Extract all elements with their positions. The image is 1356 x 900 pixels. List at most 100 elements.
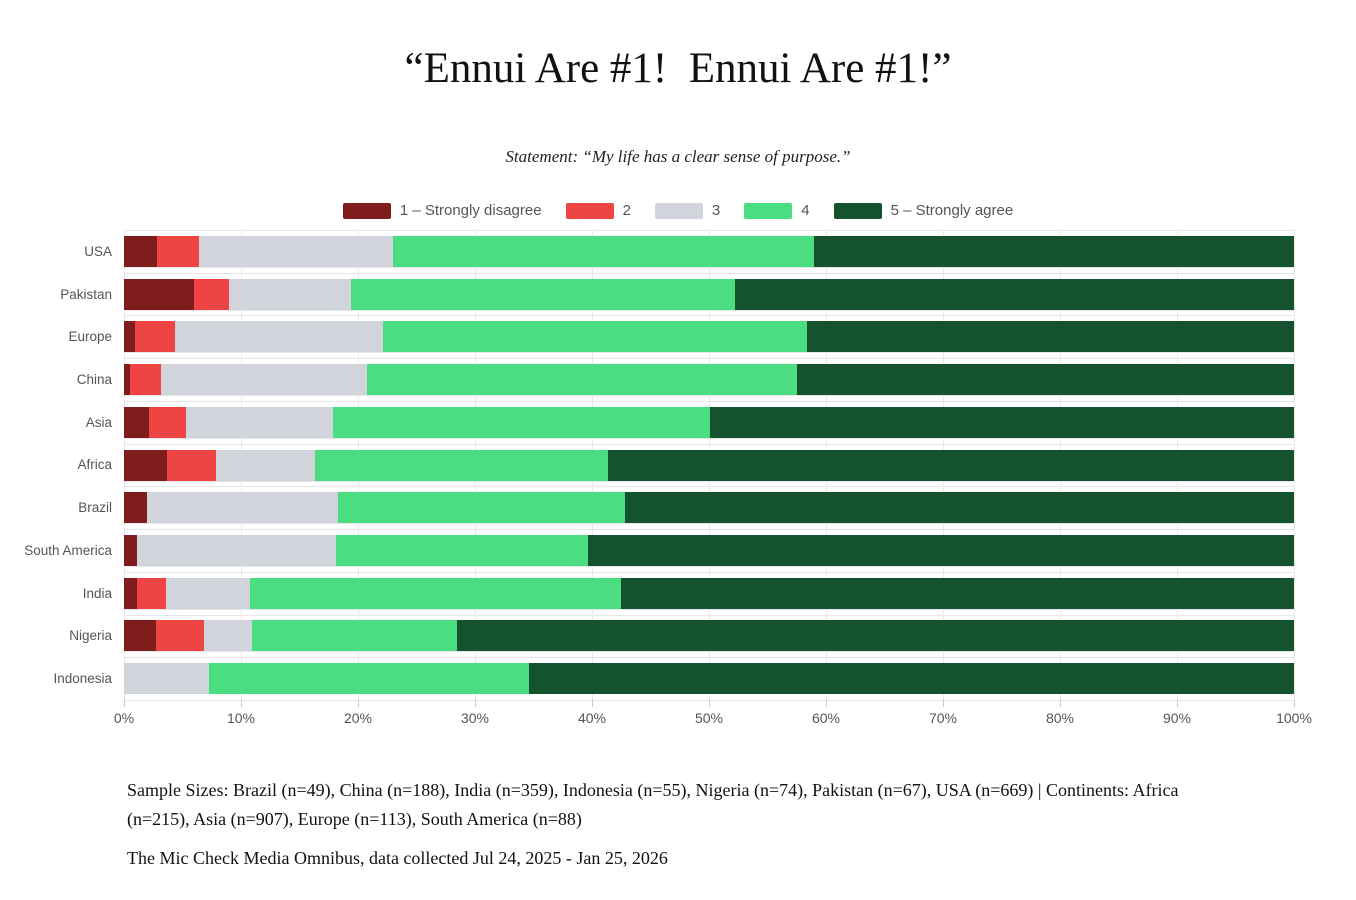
sample-sizes-note: Sample Sizes: Brazil (n=49), China (n=18… [127, 780, 1179, 829]
x-axis-tick [592, 700, 593, 707]
bar-row [124, 492, 1294, 524]
bar-segment [338, 492, 625, 524]
x-axis-label: 10% [226, 710, 256, 726]
legend-item-label: 5 – Strongly agree [890, 202, 1014, 219]
bar-segment [251, 620, 458, 652]
bar-segment [147, 492, 339, 524]
bar-segment [198, 235, 394, 267]
bar-segment [367, 364, 797, 396]
row-separator [124, 266, 1294, 268]
legend-item: 4 [744, 202, 810, 219]
category-label: Nigeria [69, 628, 112, 644]
row-separator [124, 352, 1294, 354]
x-axis-tick [1177, 700, 1178, 707]
row-separator [124, 358, 1294, 360]
category-label: Europe [68, 329, 112, 345]
row-separator [124, 608, 1294, 610]
category-label: Indonesia [53, 671, 112, 687]
category-label: Asia [85, 414, 112, 430]
bar-segment [124, 406, 149, 438]
bar-row [124, 534, 1294, 566]
legend-swatch [654, 202, 703, 219]
x-axis-label: 100% [1276, 710, 1312, 726]
x-axis-label: 60% [811, 710, 841, 726]
bar-segment [124, 577, 137, 609]
bar-segment [124, 235, 157, 267]
row-separator [124, 230, 1294, 231]
x-axis-label: 20% [343, 710, 373, 726]
bar-segment [166, 577, 251, 609]
legend-item: 2 [565, 202, 631, 219]
bar-segment [186, 406, 334, 438]
row-separator [124, 437, 1294, 439]
legend-item-label: 2 [622, 202, 631, 219]
page-title: “Ennui Are #1! Ennui Are #1!” [404, 45, 952, 92]
x-axis-tick [475, 700, 476, 707]
x-axis-label: 0% [113, 710, 135, 726]
bar-segment [250, 577, 622, 609]
bar-row [124, 449, 1294, 481]
x-axis-label: 70% [928, 710, 958, 726]
x-axis-tick [943, 700, 944, 707]
bar-row [124, 406, 1294, 438]
row-separator [124, 443, 1294, 445]
x-axis-label: 80% [1045, 710, 1075, 726]
bar-segment [807, 321, 1294, 353]
row-separator [124, 395, 1294, 397]
legend-swatch [565, 202, 614, 219]
x-axis-tick [358, 700, 359, 707]
bar-segment [333, 406, 711, 438]
bar-segment [229, 278, 351, 310]
bar-segment [382, 321, 808, 353]
legend-item-label: 3 [711, 202, 721, 219]
category-label: South America [24, 542, 112, 558]
x-axis-tick [709, 700, 710, 707]
category-label: China [76, 372, 112, 388]
source-note: The Mic Check Media Omnibus, data collec… [127, 848, 668, 868]
legend-swatch [833, 202, 882, 219]
bar-segment [156, 235, 199, 267]
bar-segment [124, 449, 168, 481]
plot-area: USA Pakistan Europe China Asia Africa Brazil So… [24, 230, 1312, 726]
legend-item: 5 – Strongly agree [833, 202, 1014, 219]
category-label: India [82, 585, 112, 601]
row-separator [124, 657, 1294, 659]
bar-segment [814, 235, 1294, 267]
bar-row [124, 577, 1294, 609]
bar-segment [155, 620, 204, 652]
bar-segment [124, 663, 210, 695]
bar-row [124, 235, 1294, 267]
x-axis-tick [1294, 700, 1295, 707]
x-axis-tick [826, 700, 827, 707]
legend-item-label: 4 [801, 202, 810, 219]
row-separator [124, 486, 1294, 488]
x-axis-label: 90% [1162, 710, 1192, 726]
bar-segment [335, 534, 589, 566]
bar-segment [167, 449, 217, 481]
bar-segment [124, 278, 195, 310]
bar-segment [136, 577, 167, 609]
row-separator [124, 651, 1294, 653]
row-separator [124, 272, 1294, 274]
bar-row [124, 321, 1294, 353]
statement-subtitle: Statement: “My life has a clear sense of… [505, 147, 851, 166]
x-axis-label: 40% [577, 710, 607, 726]
bar-segment [710, 406, 1294, 438]
bar-segment [124, 321, 135, 353]
row-separator [124, 315, 1294, 317]
bar-segment [528, 663, 1294, 695]
bar-segment [734, 278, 1294, 310]
footnotes: Sample Sizes: Brazil (n=49), China (n=18… [127, 776, 1222, 873]
bar-segment [203, 620, 252, 652]
x-axis-tick [124, 700, 125, 707]
bar-row [124, 663, 1294, 695]
bar-segment [457, 620, 1294, 652]
bar-segment [124, 534, 137, 566]
bar-segment [175, 321, 383, 353]
bar-segment [209, 663, 529, 695]
bar-segment [124, 492, 148, 524]
row-separator [124, 529, 1294, 531]
bar-segment [124, 620, 156, 652]
